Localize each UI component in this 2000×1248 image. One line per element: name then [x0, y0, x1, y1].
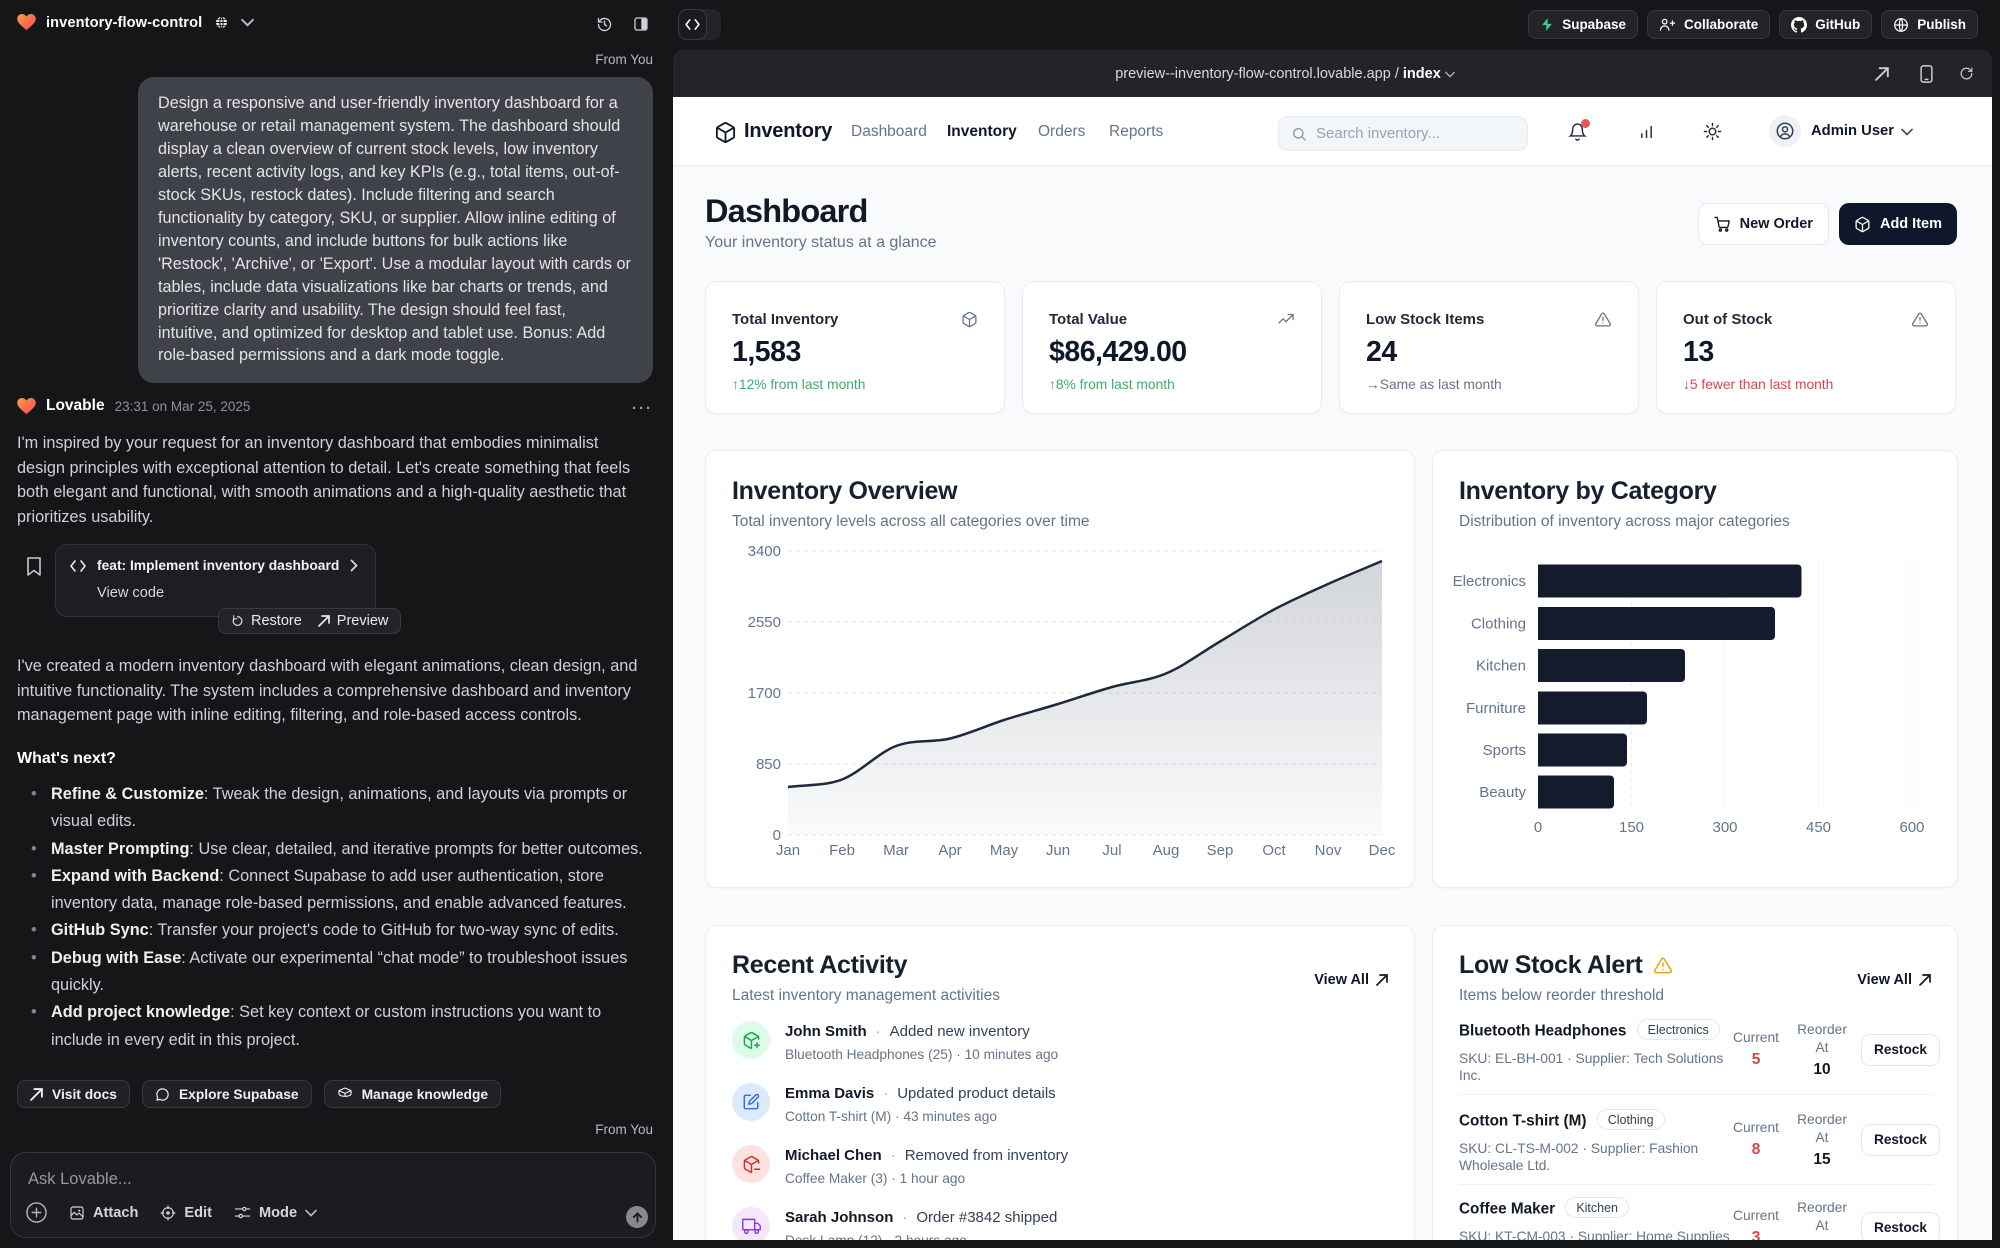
svg-text:Clothing: Clothing [1471, 616, 1526, 633]
svg-text:Electronics: Electronics [1453, 573, 1526, 590]
svg-text:3400: 3400 [748, 543, 781, 560]
svg-text:Jan: Jan [776, 842, 800, 859]
svg-text:Oct: Oct [1262, 842, 1286, 859]
svg-text:May: May [990, 842, 1019, 859]
svg-text:Beauty: Beauty [1479, 784, 1526, 801]
svg-text:Dec: Dec [1369, 842, 1396, 859]
svg-text:150: 150 [1619, 819, 1644, 836]
svg-text:600: 600 [1899, 819, 1924, 836]
svg-text:Kitchen: Kitchen [1476, 658, 1526, 675]
svg-text:Mar: Mar [883, 842, 909, 859]
svg-text:Sep: Sep [1207, 842, 1234, 859]
svg-text:Sports: Sports [1483, 742, 1526, 759]
svg-text:Nov: Nov [1315, 842, 1342, 859]
svg-text:0: 0 [773, 827, 781, 844]
svg-text:Jun: Jun [1046, 842, 1070, 859]
svg-text:1700: 1700 [748, 685, 781, 702]
svg-text:300: 300 [1712, 819, 1737, 836]
svg-text:Aug: Aug [1153, 842, 1180, 859]
svg-text:Apr: Apr [938, 842, 961, 859]
svg-text:850: 850 [756, 756, 781, 773]
svg-text:450: 450 [1806, 819, 1831, 836]
svg-text:Feb: Feb [829, 842, 855, 859]
svg-text:Furniture: Furniture [1466, 700, 1526, 717]
svg-text:Jul: Jul [1102, 842, 1121, 859]
svg-text:0: 0 [1534, 819, 1542, 836]
svg-text:2550: 2550 [748, 614, 781, 631]
